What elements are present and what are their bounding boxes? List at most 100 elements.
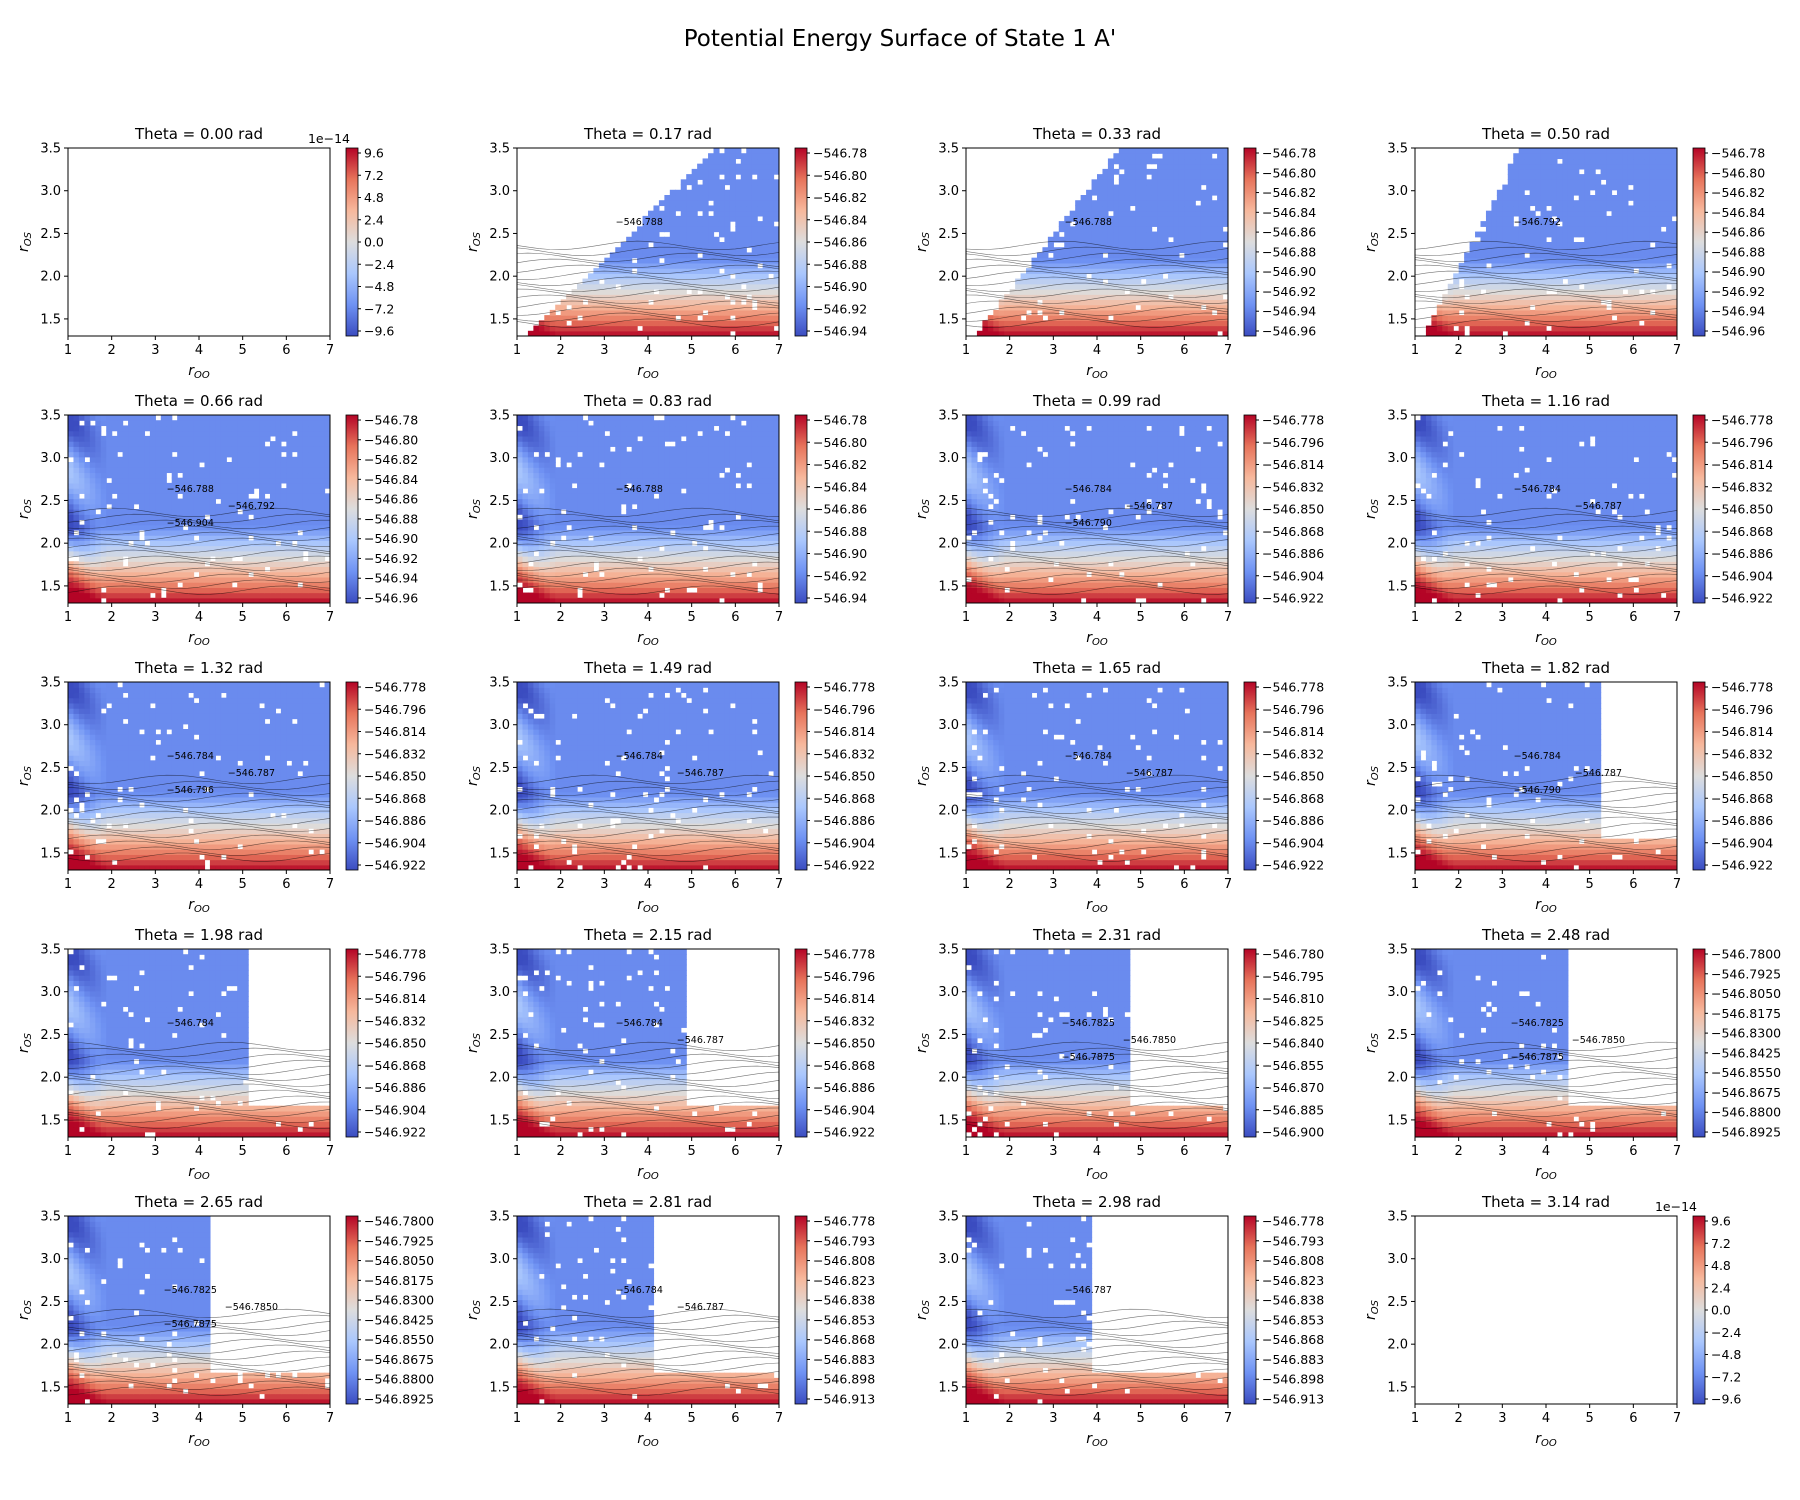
- heatmap-cell: [1211, 205, 1218, 212]
- heatmap-cell: [231, 545, 238, 552]
- colorbar-tick-label: 4.8: [364, 190, 384, 205]
- heatmap-cell: [78, 482, 85, 489]
- heatmap-cell: [220, 556, 227, 562]
- heatmap-cell: [1069, 325, 1076, 332]
- heatmap-cell: [1627, 262, 1634, 269]
- heatmap-cell: [680, 268, 687, 274]
- heatmap-cell: [653, 268, 660, 274]
- heatmap-cell: [686, 236, 693, 243]
- heatmap-cell: [242, 482, 249, 489]
- heatmap-cell: [1671, 242, 1677, 248]
- heatmap-cell: [1644, 294, 1651, 301]
- heatmap-cell: [631, 299, 638, 306]
- heatmap-cell: [675, 247, 682, 254]
- subplot-panel: Theta = 0.66 rad−546.788−546.792−546.904…: [16, 392, 418, 645]
- heatmap-cell: [188, 488, 195, 494]
- heatmap-cell: [1655, 153, 1662, 160]
- subplot-title: Theta = 0.17 rad: [583, 125, 712, 143]
- heatmap-cell: [1206, 184, 1213, 191]
- heatmap-cell: [319, 524, 326, 531]
- heatmap-cell: [1638, 226, 1645, 233]
- heatmap-cell: [1113, 184, 1120, 191]
- heatmap-cell: [319, 535, 326, 541]
- heatmap-cell: [1195, 289, 1202, 295]
- heatmap-cell: [1655, 252, 1662, 259]
- heatmap-cell: [275, 462, 282, 468]
- heatmap-cell: [1113, 215, 1120, 222]
- heatmap-cell: [1666, 268, 1673, 274]
- heatmap-cell: [1151, 205, 1158, 212]
- heatmap-cell: [1589, 221, 1596, 227]
- heatmap-cell: [735, 309, 742, 316]
- contour-line: [517, 318, 779, 328]
- heatmap-cell: [1496, 330, 1503, 336]
- heatmap-cell: [160, 550, 167, 557]
- heatmap-cell: [1671, 205, 1677, 212]
- heatmap-cell: [1491, 320, 1498, 327]
- contour-line: [1415, 312, 1677, 322]
- heatmap-cell: [1644, 148, 1651, 154]
- heatmap-cell: [1551, 205, 1558, 212]
- heatmap-cell: [1540, 205, 1547, 212]
- heatmap-cell: [1053, 273, 1060, 280]
- heatmap-cell: [1075, 304, 1082, 311]
- heatmap-cell: [1589, 205, 1596, 212]
- heatmap-cell: [648, 320, 655, 327]
- heatmap-cell: [993, 325, 1000, 332]
- heatmap-cell: [259, 451, 266, 458]
- heatmap-cell: [269, 556, 277, 562]
- colorbar-tick-label: 0.0: [364, 235, 384, 250]
- heatmap-cell: [319, 498, 326, 505]
- heatmap-cell: [1622, 200, 1629, 207]
- colorbar: [1243, 147, 1257, 337]
- heatmap-cell: [1524, 289, 1531, 295]
- heatmap-cell: [95, 482, 102, 489]
- heatmap-cell: [582, 325, 589, 332]
- heatmap-cell: [297, 482, 304, 489]
- heatmap-cell: [122, 477, 129, 484]
- heatmap-cell: [128, 467, 135, 474]
- heatmap-cell: [1184, 304, 1191, 311]
- heatmap-cell: [1655, 299, 1662, 306]
- heatmap-cell: [122, 524, 129, 531]
- heatmap-cell: [1140, 163, 1147, 170]
- heatmap-cell: [291, 509, 298, 515]
- heatmap-cell: [1195, 257, 1202, 264]
- heatmap-cell: [1026, 315, 1033, 321]
- heatmap-cell: [708, 215, 715, 222]
- heatmap-cell: [1507, 163, 1514, 170]
- heatmap-cell: [1551, 268, 1558, 274]
- heatmap-cell: [155, 545, 162, 552]
- heatmap-cell: [1200, 168, 1207, 175]
- heatmap-cell: [1567, 231, 1574, 238]
- heatmap-cell: [89, 451, 96, 458]
- heatmap-cell: [1157, 273, 1164, 280]
- heatmap-cell: [1546, 262, 1553, 269]
- heatmap-cell: [188, 493, 195, 500]
- heatmap-cell: [280, 535, 287, 541]
- heatmap-cell: [237, 488, 244, 494]
- heatmap-cell: [1206, 200, 1213, 207]
- contour-line: [517, 270, 779, 280]
- heatmap-cell: [702, 163, 709, 170]
- heatmap-cell: [1666, 278, 1673, 285]
- heatmap-cell: [1611, 215, 1618, 222]
- heatmap-cell: [237, 576, 244, 583]
- heatmap-cell: [171, 592, 178, 599]
- heatmap-cell: [1118, 320, 1125, 327]
- heatmap-cell: [708, 189, 715, 196]
- heatmap-cell: [762, 236, 769, 243]
- heatmap-cell: [702, 231, 709, 238]
- heatmap-cell: [1546, 242, 1553, 248]
- heatmap-cell: [182, 498, 189, 505]
- heatmap-cell: [768, 278, 775, 285]
- heatmap-cell: [1627, 268, 1634, 274]
- heatmap-cell: [1535, 184, 1542, 191]
- heatmap-cell: [264, 556, 271, 562]
- plot-background: [68, 148, 330, 336]
- heatmap-cell: [1195, 236, 1202, 243]
- heatmap-cell: [1184, 257, 1191, 264]
- heatmap-cell: [560, 325, 567, 332]
- heatmap-cell: [122, 582, 129, 588]
- heatmap-cell: [691, 184, 698, 191]
